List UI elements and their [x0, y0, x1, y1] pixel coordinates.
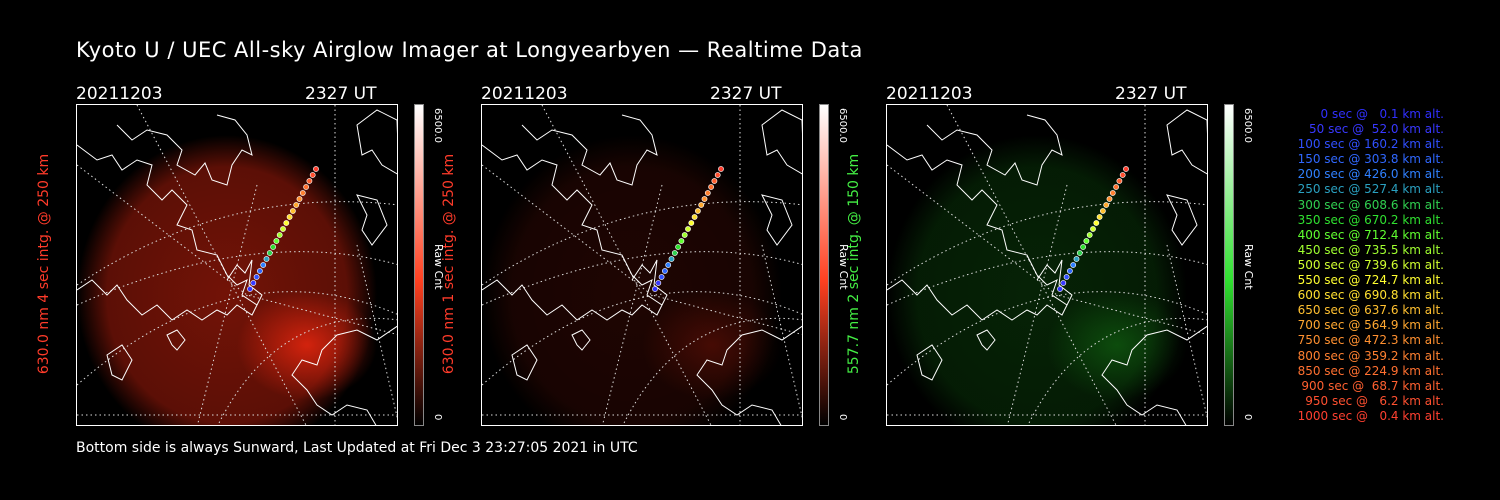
page-title: Kyoto U / UEC All-sky Airglow Imager at … [76, 38, 863, 62]
legend-item: 750 sec @ 472.3 km alt. [1297, 333, 1444, 348]
legend-item: 1000 sec @ 0.4 km alt. [1297, 408, 1444, 423]
legend-item: 300 sec @ 608.6 km alt. [1297, 197, 1444, 212]
panel-time: 2327 UT [305, 84, 377, 104]
panel-time: 2327 UT [1115, 84, 1187, 104]
colorbar-max: 6500.0 [432, 108, 443, 143]
legend-item: 550 sec @ 724.7 km alt. [1297, 273, 1444, 288]
sky-map [481, 104, 803, 426]
legend-item: 450 sec @ 735.5 km alt. [1297, 242, 1444, 257]
airglow-panel-1: 20211203 2327 UT 630.0 nm 4 sec intg. @ … [36, 84, 445, 434]
legend-item: 150 sec @ 303.8 km alt. [1297, 152, 1444, 167]
colorbar [1224, 104, 1234, 426]
legend-item: 600 sec @ 690.8 km alt. [1297, 288, 1444, 303]
legend-item: 800 sec @ 359.2 km alt. [1297, 348, 1444, 363]
legend-item: 950 sec @ 6.2 km alt. [1305, 393, 1444, 408]
colorbar-max: 6500.0 [837, 108, 848, 143]
trajectory-legend: 0 sec @ 0.1 km alt. 50 sec @ 52.0 km alt… [1262, 107, 1444, 424]
sky-map [886, 104, 1208, 426]
panel-ylabel: 557.7 nm 2 sec intg. @ 150 km [846, 153, 862, 375]
panel-time: 2327 UT [710, 84, 782, 104]
panel-date: 20211203 [76, 84, 163, 104]
legend-item: 250 sec @ 527.4 km alt. [1297, 182, 1444, 197]
legend-item: 850 sec @ 224.9 km alt. [1297, 363, 1444, 378]
colorbar-min: 0 [432, 414, 443, 421]
panel-date: 20211203 [481, 84, 568, 104]
legend-item: 500 sec @ 739.6 km alt. [1297, 257, 1444, 272]
panel-ylabel: 630.0 nm 4 sec intg. @ 250 km [36, 153, 52, 375]
colorbar [819, 104, 829, 426]
airglow-panel-3: 20211203 2327 UT 557.7 nm 2 sec intg. @ … [846, 84, 1255, 434]
legend-item: 400 sec @ 712.4 km alt. [1297, 227, 1444, 242]
panel-date: 20211203 [886, 84, 973, 104]
colorbar-min: 0 [837, 414, 848, 421]
colorbar-unit: Raw Cnt [1242, 244, 1255, 290]
panel-ylabel: 630.0 nm 1 sec intg. @ 250 km [441, 153, 457, 375]
legend-item: 100 sec @ 160.2 km alt. [1297, 137, 1444, 152]
legend-item: 200 sec @ 426.0 km alt. [1297, 167, 1444, 182]
legend-item: 900 sec @ 68.7 km alt. [1301, 378, 1444, 393]
colorbar-min: 0 [1242, 414, 1253, 421]
legend-item: 350 sec @ 670.2 km alt. [1297, 212, 1444, 227]
legend-item: 650 sec @ 637.6 km alt. [1297, 303, 1444, 318]
colorbar [414, 104, 424, 426]
legend-item: 0 sec @ 0.1 km alt. [1320, 107, 1445, 121]
sky-map [76, 104, 398, 426]
legend-item: 700 sec @ 564.9 km alt. [1297, 318, 1444, 333]
colorbar-max: 6500.0 [1242, 108, 1253, 143]
footer-note: Bottom side is always Sunward, Last Upda… [76, 440, 638, 456]
legend-item: 50 sec @ 52.0 km alt. [1309, 122, 1444, 137]
airglow-panel-2: 20211203 2327 UT 630.0 nm 1 sec intg. @ … [441, 84, 850, 434]
